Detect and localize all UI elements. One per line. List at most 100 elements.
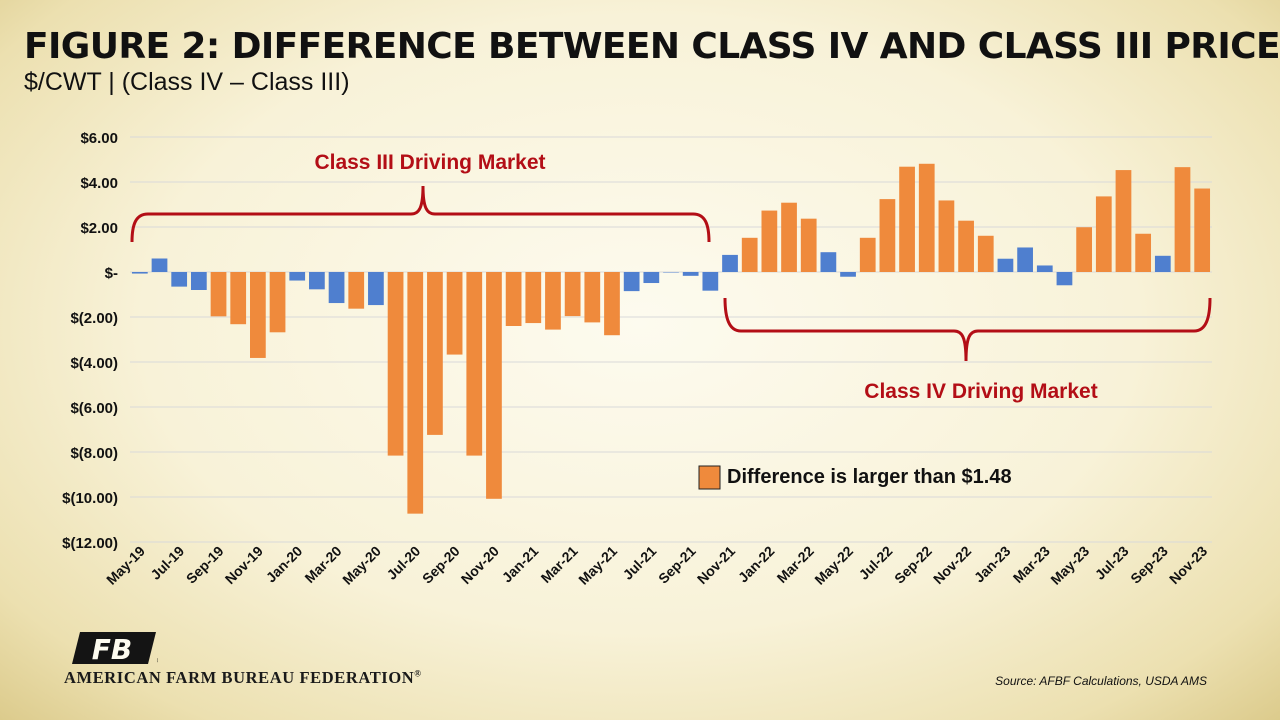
bar-Jul-19 [171, 272, 188, 287]
bar-Dec-20 [505, 272, 522, 326]
x-tick-label: May-22 [811, 543, 856, 588]
y-tick-label: $(8.00) [70, 445, 118, 462]
bar-Feb-22 [781, 202, 797, 272]
x-tick-label: Jul-23 [1092, 543, 1132, 583]
bars [131, 163, 1211, 514]
bar-May-21 [604, 272, 620, 336]
bar-Aug-22 [899, 166, 915, 272]
x-tick-label: Jul-21 [620, 543, 660, 583]
bar-Jan-22 [761, 210, 778, 272]
afbf-logo: FB ® AMERICAN FARM BUREAU FEDERATION® [60, 630, 460, 690]
farm-bureau-logo-icon: FB ® [72, 632, 158, 666]
x-tick-label: Jul-20 [383, 543, 423, 583]
bar-Apr-23 [1056, 272, 1073, 286]
bar-Sep-19 [210, 272, 227, 317]
class-iv-brace [723, 297, 1212, 362]
x-tick-label: Mar-20 [301, 543, 344, 586]
bar-Jul-21 [643, 272, 660, 284]
bar-Feb-21 [545, 272, 561, 330]
y-tick-label: $(12.00) [62, 535, 118, 552]
bar-Jan-23 [997, 258, 1014, 272]
bar-Dec-22 [977, 235, 994, 272]
x-tick-label: Nov-19 [222, 543, 266, 587]
bar-Jan-20 [289, 272, 306, 281]
x-tick-label: Sep-23 [1127, 543, 1171, 587]
y-tick-label: $(6.00) [70, 400, 118, 417]
x-tick-label: Mar-22 [774, 543, 817, 586]
bar-Jul-20 [407, 272, 424, 514]
class-iii-brace [130, 185, 711, 243]
bar-Nov-23 [1194, 188, 1211, 272]
x-tick-label: Sep-20 [419, 543, 463, 587]
x-tick-label: Jan-23 [971, 543, 1014, 586]
bar-Jun-22 [859, 237, 876, 272]
bar-Sep-21 [682, 272, 699, 276]
bar-Mar-23 [1036, 265, 1053, 272]
chart-subtitle: $/CWT | (Class IV – Class III) [24, 68, 350, 96]
bar-Jun-20 [387, 272, 404, 456]
bar-Aug-21 [663, 272, 679, 273]
bar-Apr-21 [584, 272, 601, 323]
bar-Feb-20 [309, 272, 325, 290]
x-tick-label: Nov-22 [930, 543, 974, 587]
x-tick-label: Nov-21 [694, 543, 738, 587]
x-tick-label: Sep-22 [891, 543, 935, 587]
bar-Jul-23 [1115, 170, 1132, 272]
bar-Sep-20 [446, 272, 463, 355]
bar-May-22 [840, 272, 856, 277]
class-iv-annotation: Class IV Driving Market [864, 380, 1097, 403]
bar-Jun-23 [1095, 196, 1112, 272]
bar-Oct-23 [1174, 167, 1191, 272]
bar-Jul-22 [879, 199, 896, 272]
bar-Sep-22 [918, 163, 935, 272]
bar-Oct-22 [938, 200, 955, 272]
x-tick-label: May-21 [575, 543, 620, 588]
y-tick-label: $6.00 [80, 130, 118, 147]
bar-Apr-22 [820, 252, 837, 272]
logo-mark-registered: ® [156, 657, 158, 665]
x-tick-label: Nov-23 [1166, 543, 1210, 587]
bar-Mar-20 [328, 272, 345, 304]
x-tick-label: Jan-20 [263, 543, 306, 586]
bar-Oct-20 [466, 272, 483, 456]
bar-Aug-20 [427, 272, 443, 435]
x-tick-label: Sep-21 [655, 543, 699, 587]
x-tick-label: Jan-22 [735, 543, 778, 586]
bar-Aug-23 [1135, 233, 1152, 272]
bar-Sep-23 [1154, 255, 1171, 272]
bar-Jun-21 [623, 272, 640, 292]
registered-mark: ® [414, 668, 422, 679]
y-tick-label: $4.00 [80, 175, 118, 192]
bar-Jun-19 [151, 258, 168, 272]
bar-Nov-21 [722, 254, 738, 272]
gridlines [130, 136, 1212, 543]
bar-Oct-21 [702, 272, 719, 291]
legend-label: Difference is larger than $1.48 [727, 466, 1012, 488]
legend-swatch [698, 465, 721, 490]
bar-May-23 [1076, 227, 1092, 272]
bar-Jan-21 [525, 272, 542, 324]
x-tick-label: Jan-21 [499, 543, 542, 586]
x-tick-label: Nov-20 [458, 543, 502, 587]
logo-mark-letters: FB [92, 633, 132, 666]
organization-name: AMERICAN FARM BUREAU FEDERATION® [64, 668, 422, 688]
source-note: Source: AFBF Calculations, USDA AMS [995, 674, 1207, 688]
bar-Oct-19 [230, 272, 247, 325]
bar-Dec-19 [269, 272, 286, 333]
bar-Nov-22 [958, 220, 974, 272]
y-tick-label: $(10.00) [62, 490, 118, 507]
organization-name-text: AMERICAN FARM BUREAU FEDERATION [64, 668, 415, 687]
bar-Nov-19 [250, 272, 266, 358]
x-tick-label: Jul-22 [856, 543, 896, 583]
bar-Aug-19 [190, 272, 207, 290]
y-tick-label: $(4.00) [70, 355, 118, 372]
chart-title: FIGURE 2: DIFFERENCE BETWEEN CLASS IV AN… [24, 26, 1280, 67]
x-tick-label: May-23 [1047, 543, 1092, 588]
bar-Apr-20 [348, 272, 365, 309]
y-tick-label: $(2.00) [70, 310, 118, 327]
x-tick-label: May-20 [339, 543, 384, 588]
x-axis-labels: May-19 Jul-19Sep-19Nov-19Jan-20Mar-20May-… [103, 543, 1210, 588]
x-tick-label: Jul-19 [147, 543, 187, 583]
bar-Mar-21 [564, 272, 581, 317]
